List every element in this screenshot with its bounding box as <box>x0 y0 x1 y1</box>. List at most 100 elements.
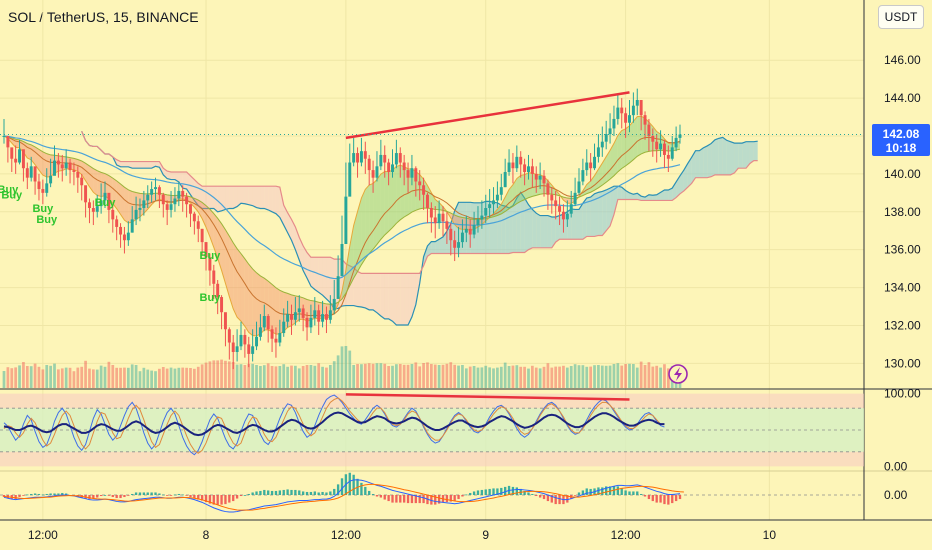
candle-body <box>620 107 624 114</box>
ribbon-segment <box>516 175 521 204</box>
candle-body <box>492 200 495 205</box>
cloud-segment <box>602 190 607 236</box>
volume-bar <box>344 346 348 388</box>
candle-body <box>359 151 363 163</box>
ribbon-segment <box>396 165 401 224</box>
macd-histogram-bar <box>317 492 320 495</box>
currency-button[interactable]: USDT <box>878 5 924 29</box>
volume-bar <box>604 365 608 388</box>
volume-bar <box>387 366 390 388</box>
macd-histogram-bar <box>636 491 639 495</box>
macd-histogram-bar <box>597 487 600 495</box>
macd-histogram-bar <box>449 495 452 502</box>
cloud-segment <box>645 194 649 201</box>
macd-histogram-bar <box>461 495 464 497</box>
lightning-icon[interactable] <box>668 364 688 384</box>
volume-bar <box>243 365 247 388</box>
macd-histogram-bar <box>348 472 351 495</box>
volume-bar <box>406 364 410 388</box>
candle-body <box>64 162 68 169</box>
cloud-segment <box>637 193 642 201</box>
cloud-segment <box>687 157 692 188</box>
ribbon-segment <box>291 294 296 326</box>
candle-body <box>87 202 91 208</box>
macd-histogram-bar <box>115 495 118 499</box>
price-badge-countdown: 10:18 <box>886 141 917 155</box>
cloud-segment <box>718 137 723 175</box>
candle-body <box>309 317 313 328</box>
macd-histogram-bar <box>220 495 223 505</box>
cloud-segment <box>528 204 533 250</box>
ribbon-segment <box>361 189 366 265</box>
volume-bar <box>356 364 359 388</box>
cloud-segment <box>753 141 758 161</box>
candle-body <box>231 342 235 352</box>
candle-body <box>157 187 161 195</box>
volume-bar <box>511 365 515 388</box>
volume-bar <box>375 363 379 388</box>
candle-body <box>596 147 600 157</box>
volume-bar <box>632 364 635 388</box>
cloud-segment <box>384 273 389 319</box>
candle-body <box>643 115 647 125</box>
macd-histogram-bar <box>212 495 215 505</box>
macd-histogram-bar <box>655 495 658 503</box>
macd-histogram-bar <box>134 492 138 495</box>
volume-bar <box>612 364 616 388</box>
cloud-segment <box>559 214 564 240</box>
overbought-zone <box>0 393 864 409</box>
ribbon-segment <box>345 246 350 294</box>
ichimoku-cloud <box>81 131 758 326</box>
macd-histogram-bar <box>643 495 647 497</box>
volume-bar <box>332 361 336 388</box>
macd-histogram-bar <box>368 490 371 495</box>
volume-bar <box>270 366 274 388</box>
buy-signal-label: Buy <box>200 250 222 262</box>
volume-bar <box>313 365 317 388</box>
cloud-segment <box>516 192 521 253</box>
price-tick-label: 144.00 <box>884 91 921 105</box>
buy-signal-label: Buy <box>32 203 54 215</box>
macd-histogram-bar <box>305 491 309 495</box>
ribbon-segment <box>256 272 261 336</box>
candle-body <box>223 312 227 330</box>
ribbon-segment <box>512 178 517 207</box>
candle-body <box>72 170 76 172</box>
candle-body <box>639 100 643 116</box>
candle-body <box>356 153 360 163</box>
cloud-segment <box>726 140 731 175</box>
cloud-segment <box>303 245 308 279</box>
ribbon-segment <box>15 139 20 148</box>
macd-histogram-bar <box>573 495 577 496</box>
volume-bar <box>60 368 64 388</box>
macd-histogram-bar <box>566 495 569 503</box>
volume-bar <box>2 371 6 388</box>
macd-histogram-bar <box>364 486 367 495</box>
cloud-segment <box>256 186 261 209</box>
macd-histogram-bar <box>37 493 41 495</box>
ribbon-segment <box>582 184 587 196</box>
price-tick-label: 140.00 <box>884 167 921 181</box>
candle-body <box>185 196 189 205</box>
cloud-segment <box>648 194 653 201</box>
cloud-segment <box>683 163 688 191</box>
volume-bar <box>224 360 227 388</box>
ribbon-segment <box>617 130 622 172</box>
volume-bar <box>499 366 503 388</box>
ribbon-segment <box>221 223 226 284</box>
candle-body <box>297 308 301 313</box>
volume-bar <box>453 364 457 388</box>
macd-histogram-bar <box>131 493 134 495</box>
volume-bar <box>437 365 441 388</box>
cloud-segment <box>369 273 374 310</box>
cloud-segment <box>582 198 587 240</box>
ribbon-segment <box>213 213 218 259</box>
macd-histogram-bar <box>406 495 410 504</box>
volume-bar <box>573 364 577 388</box>
volume-bar <box>558 366 561 388</box>
time-tick-label: 10 <box>763 528 777 542</box>
macd-histogram-bar <box>383 495 386 500</box>
ribbon-segment <box>493 209 498 217</box>
macd-histogram-bar <box>270 490 274 495</box>
